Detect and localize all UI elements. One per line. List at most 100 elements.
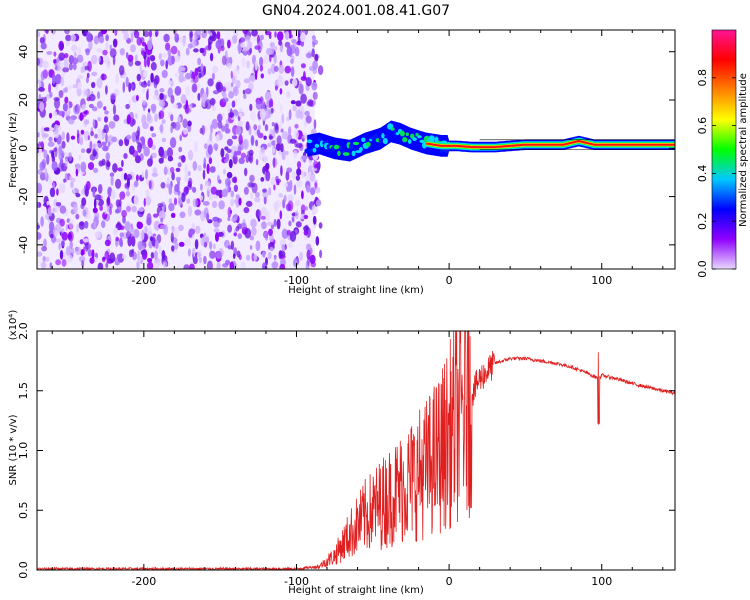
noise-speckle (273, 218, 277, 227)
noise-speckle (38, 93, 42, 101)
noise-speckle (247, 150, 250, 157)
noise-speckle (84, 110, 90, 115)
noise-speckle (64, 157, 69, 167)
noise-speckle (233, 232, 237, 237)
noise-speckle (84, 186, 89, 197)
noise-speckle (217, 231, 224, 237)
noise-speckle (269, 42, 275, 48)
noise-speckle (161, 137, 167, 143)
noise-speckle (249, 174, 255, 183)
noise-speckle (99, 205, 103, 211)
noise-speckle (241, 57, 246, 68)
noise-speckle (125, 103, 130, 110)
noise-speckle (37, 232, 42, 240)
noise-speckle (125, 76, 129, 88)
signal-blob (365, 141, 371, 147)
noise-speckle (229, 261, 235, 269)
noise-speckle (233, 184, 238, 192)
noise-speckle (285, 171, 290, 181)
noise-speckle (37, 183, 43, 194)
noise-speckle (64, 86, 68, 93)
noise-speckle (51, 150, 55, 159)
noise-speckle (68, 85, 74, 90)
noise-speckle (104, 116, 108, 123)
noise-speckle (74, 52, 77, 57)
noise-speckle (119, 225, 125, 230)
noise-speckle (174, 72, 179, 78)
noise-speckle (105, 34, 109, 42)
signal-blob (417, 135, 422, 139)
figure-title: GN04.2024.001.08.41.G07 (262, 3, 450, 19)
noise-speckle (131, 83, 134, 90)
noise-speckle (185, 85, 190, 96)
spectrogram-y-ticks: -40 -20 0 20 40 (17, 45, 675, 254)
spectrogram-noise (37, 30, 324, 269)
noise-speckle (292, 78, 298, 87)
noise-speckle (140, 81, 148, 88)
noise-speckle (59, 218, 65, 227)
noise-speckle (102, 256, 106, 261)
noise-speckle (307, 256, 310, 267)
noise-speckle (174, 33, 180, 43)
noise-speckle (215, 134, 220, 142)
noise-speckle (248, 149, 254, 156)
noise-speckle (58, 145, 63, 155)
signal-ridge-core (426, 140, 675, 149)
noise-speckle (202, 169, 206, 180)
noise-speckle (276, 180, 280, 186)
noise-speckle (182, 38, 186, 47)
noise-speckle (141, 142, 146, 149)
noise-speckle (294, 123, 299, 129)
noise-speckle (275, 143, 281, 152)
noise-speckle (105, 262, 109, 269)
signal-blob (312, 147, 317, 153)
noise-speckle (284, 65, 292, 74)
noise-speckle (170, 167, 175, 174)
signal-blob (304, 148, 311, 154)
noise-speckle (245, 200, 253, 207)
noise-speckle (191, 83, 198, 93)
noise-speckle (152, 32, 155, 37)
noise-speckle (224, 158, 229, 164)
noise-speckle (300, 204, 306, 213)
noise-speckle (306, 184, 311, 193)
noise-speckle (55, 259, 61, 266)
noise-speckle (230, 240, 235, 250)
noise-speckle (147, 137, 153, 149)
noise-speckle (64, 30, 70, 35)
noise-speckle (53, 147, 57, 152)
colorbar-tick-label: 0.2 (696, 212, 709, 230)
noise-speckle (168, 202, 175, 212)
noise-speckle (295, 199, 301, 207)
noise-speckle (55, 83, 59, 90)
noise-speckle (84, 119, 90, 125)
noise-speckle (223, 168, 226, 175)
noise-speckle (251, 226, 257, 236)
noise-speckle (274, 65, 279, 72)
noise-speckle (277, 76, 284, 87)
noise-speckle (109, 44, 113, 50)
noise-speckle (272, 157, 276, 169)
snr-scale-label: (x10⁴) (8, 310, 19, 341)
noise-speckle (250, 110, 256, 121)
noise-speckle (167, 87, 173, 98)
noise-speckle (273, 53, 277, 64)
noise-speckle (312, 91, 318, 100)
noise-speckle (280, 143, 284, 153)
noise-speckle (238, 254, 242, 261)
noise-speckle (290, 66, 295, 78)
noise-speckle (174, 86, 182, 96)
colorbar-tick-label: 0.8 (696, 69, 709, 87)
noise-speckle (313, 160, 319, 169)
noise-speckle (297, 32, 301, 44)
noise-speckle (81, 104, 87, 112)
noise-speckle (208, 241, 213, 250)
noise-speckle (143, 30, 150, 38)
noise-speckle (215, 40, 222, 50)
noise-speckle (76, 223, 79, 233)
noise-speckle (131, 205, 137, 213)
noise-speckle (253, 124, 258, 131)
noise-speckle (289, 138, 296, 144)
noise-speckle (78, 155, 82, 160)
noise-speckle (313, 99, 316, 106)
